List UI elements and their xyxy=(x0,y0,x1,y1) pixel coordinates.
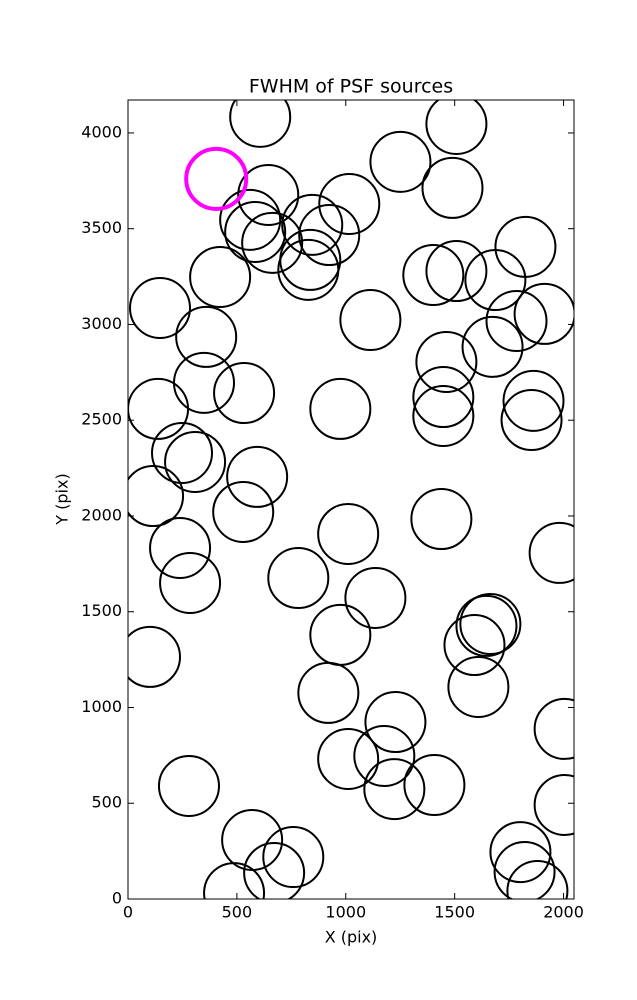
source-circle xyxy=(494,215,557,278)
source-circle xyxy=(500,389,563,452)
source-circle xyxy=(489,821,552,884)
plot-area xyxy=(128,100,574,899)
source-circle xyxy=(461,315,524,378)
source-circle xyxy=(513,282,574,345)
source-circle xyxy=(151,421,214,484)
y-tick-label: 1000 xyxy=(81,697,122,716)
source-circle xyxy=(364,691,427,754)
source-circle xyxy=(149,516,212,579)
x-tick-label: 500 xyxy=(222,903,253,922)
y-tick-label: 3000 xyxy=(81,314,122,333)
source-circle xyxy=(219,188,282,251)
source-circle xyxy=(493,841,556,899)
x-tick-label: 0 xyxy=(123,903,133,922)
source-circle xyxy=(224,200,287,263)
source-circle xyxy=(425,100,488,155)
source-circle xyxy=(243,841,306,899)
source-circle xyxy=(173,351,236,414)
source-circle xyxy=(277,238,340,301)
source-circle xyxy=(164,430,227,493)
source-circle xyxy=(129,276,192,339)
source-circle xyxy=(267,547,330,610)
source-circle xyxy=(485,290,548,353)
x-tick-label: 1000 xyxy=(325,903,366,922)
source-circle xyxy=(203,862,266,899)
source-circle xyxy=(128,377,190,440)
source-circle xyxy=(459,592,522,655)
source-circle xyxy=(184,146,249,211)
source-circle xyxy=(159,552,222,615)
source-circle xyxy=(528,521,574,584)
source-circle xyxy=(226,445,289,508)
source-circle xyxy=(464,249,527,312)
x-tick-label: 2000 xyxy=(543,903,584,922)
source-circle xyxy=(281,193,344,256)
chart-title: FWHM of PSF sources xyxy=(249,76,453,98)
source-circle xyxy=(213,362,276,425)
y-tick-label: 3500 xyxy=(81,218,122,237)
source-circle xyxy=(189,245,252,308)
y-tick-label: 2500 xyxy=(81,410,122,429)
source-circle xyxy=(533,697,574,760)
source-circle xyxy=(229,100,292,148)
source-circle xyxy=(369,130,432,193)
source-circle xyxy=(502,369,565,432)
source-circle xyxy=(412,384,475,447)
source-circle xyxy=(443,614,506,677)
y-tick-label: 4000 xyxy=(81,122,122,141)
source-circle xyxy=(506,859,569,899)
y-tick-label: 1500 xyxy=(81,601,122,620)
source-circle xyxy=(157,755,220,818)
source-circle xyxy=(175,305,238,368)
source-circle xyxy=(318,172,381,235)
source-circle xyxy=(297,661,360,724)
y-tick-label: 2000 xyxy=(81,505,122,524)
source-circle xyxy=(237,163,300,226)
source-circle xyxy=(212,480,275,543)
source-circle xyxy=(425,240,488,303)
source-circle xyxy=(533,773,574,836)
source-circle xyxy=(415,330,478,393)
source-circle xyxy=(363,758,426,821)
source-circle xyxy=(402,244,465,307)
source-circle xyxy=(447,655,510,718)
source-circle xyxy=(279,228,342,291)
source-circle xyxy=(241,211,304,274)
source-circle xyxy=(412,366,475,429)
source-circle xyxy=(339,289,402,352)
source-circle xyxy=(128,625,181,688)
source-circle xyxy=(309,377,372,440)
source-circle xyxy=(455,594,518,657)
x-tick-label: 1500 xyxy=(434,903,475,922)
source-circle xyxy=(344,566,407,629)
y-tick-label: 500 xyxy=(91,793,122,812)
source-circle xyxy=(128,465,185,528)
axes-frame xyxy=(127,99,575,900)
source-circle xyxy=(298,204,361,267)
y-tick-label: 0 xyxy=(112,889,122,908)
source-circle xyxy=(221,809,284,872)
source-circle xyxy=(317,728,380,791)
source-circle xyxy=(353,724,416,787)
source-circle xyxy=(410,488,473,551)
source-circle xyxy=(309,603,372,666)
source-circle xyxy=(317,502,380,565)
source-circle xyxy=(262,826,325,889)
source-circle xyxy=(403,754,466,817)
source-circle xyxy=(421,156,484,219)
x-axis-label: X (pix) xyxy=(325,928,378,947)
y-axis-label: Y (pix) xyxy=(53,473,72,525)
